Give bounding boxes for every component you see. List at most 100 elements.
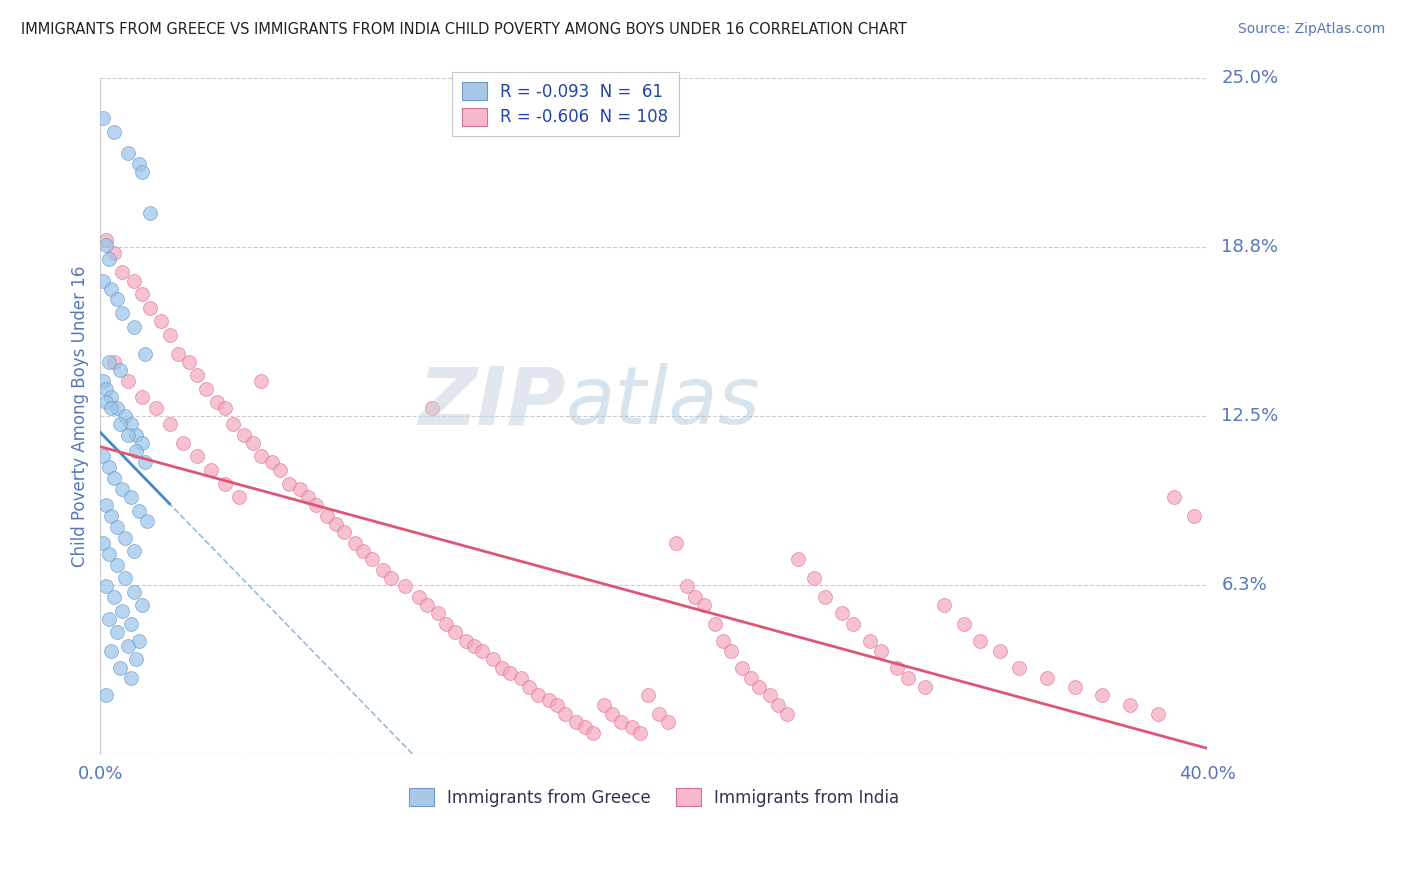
Point — [1036, 672, 1059, 686]
Point — [803, 571, 825, 585]
Point — [628, 725, 651, 739]
Point — [105, 293, 128, 307]
Point — [352, 544, 374, 558]
Point — [111, 482, 134, 496]
Point — [859, 633, 882, 648]
Point — [114, 531, 136, 545]
Point — [94, 238, 117, 252]
Point — [731, 660, 754, 674]
Point — [97, 355, 120, 369]
Point — [582, 725, 605, 739]
Point — [105, 520, 128, 534]
Point — [333, 525, 356, 540]
Point — [676, 579, 699, 593]
Point — [114, 409, 136, 423]
Point — [1091, 688, 1114, 702]
Point — [416, 599, 439, 613]
Point — [427, 607, 450, 621]
Point — [934, 599, 956, 613]
Point — [517, 680, 540, 694]
Text: 12.5%: 12.5% — [1222, 407, 1278, 425]
Text: 6.3%: 6.3% — [1222, 576, 1267, 594]
Point — [554, 706, 576, 721]
Point — [139, 301, 162, 315]
Point — [94, 579, 117, 593]
Point — [139, 206, 162, 220]
Point — [122, 319, 145, 334]
Point — [108, 660, 131, 674]
Point — [97, 460, 120, 475]
Legend: Immigrants from Greece, Immigrants from India: Immigrants from Greece, Immigrants from … — [402, 781, 905, 814]
Text: ZIP: ZIP — [418, 363, 565, 442]
Point — [609, 714, 631, 729]
Point — [111, 265, 134, 279]
Point — [499, 665, 522, 680]
Point — [869, 644, 891, 658]
Point — [186, 368, 208, 383]
Point — [103, 355, 125, 369]
Point — [131, 599, 153, 613]
Point — [250, 374, 273, 388]
Point — [434, 617, 457, 632]
Point — [471, 644, 494, 658]
Text: Source: ZipAtlas.com: Source: ZipAtlas.com — [1237, 22, 1385, 37]
Text: 25.0%: 25.0% — [1222, 69, 1278, 87]
Point — [94, 382, 117, 396]
Point — [91, 111, 114, 125]
Point — [91, 273, 114, 287]
Point — [648, 706, 671, 721]
Point — [122, 544, 145, 558]
Y-axis label: Child Poverty Among Boys Under 16: Child Poverty Among Boys Under 16 — [72, 265, 89, 566]
Point — [768, 698, 790, 713]
Point — [842, 617, 865, 632]
Point — [988, 644, 1011, 658]
Point — [131, 390, 153, 404]
Point — [100, 390, 122, 404]
Point — [100, 644, 122, 658]
Point — [194, 382, 217, 396]
Point — [120, 617, 142, 632]
Point — [91, 374, 114, 388]
Point — [665, 536, 688, 550]
Point — [1146, 706, 1168, 721]
Point — [831, 607, 853, 621]
Point — [159, 417, 181, 431]
Point — [482, 652, 505, 666]
Point — [228, 490, 250, 504]
Point — [316, 508, 339, 523]
Point — [1119, 698, 1142, 713]
Point — [97, 547, 120, 561]
Point — [371, 563, 394, 577]
Point — [914, 680, 936, 694]
Point — [288, 482, 311, 496]
Point — [131, 436, 153, 450]
Point — [117, 374, 139, 388]
Point — [711, 633, 734, 648]
Point — [136, 515, 159, 529]
Point — [260, 455, 283, 469]
Point — [1063, 680, 1085, 694]
Point — [103, 246, 125, 260]
Text: IMMIGRANTS FROM GREECE VS IMMIGRANTS FROM INDIA CHILD POVERTY AMONG BOYS UNDER 1: IMMIGRANTS FROM GREECE VS IMMIGRANTS FRO… — [21, 22, 907, 37]
Point — [748, 680, 770, 694]
Point — [145, 401, 167, 415]
Point — [94, 498, 117, 512]
Point — [159, 327, 181, 342]
Point — [454, 633, 477, 648]
Text: atlas: atlas — [565, 363, 761, 442]
Point — [91, 450, 114, 464]
Point — [422, 401, 444, 415]
Point — [222, 417, 245, 431]
Point — [463, 639, 485, 653]
Point — [1163, 490, 1185, 504]
Point — [128, 633, 150, 648]
Point — [94, 688, 117, 702]
Point — [125, 444, 148, 458]
Point — [122, 273, 145, 287]
Point — [269, 463, 291, 477]
Point — [111, 604, 134, 618]
Point — [325, 517, 347, 532]
Point — [537, 693, 560, 707]
Point — [172, 436, 194, 450]
Point — [593, 698, 616, 713]
